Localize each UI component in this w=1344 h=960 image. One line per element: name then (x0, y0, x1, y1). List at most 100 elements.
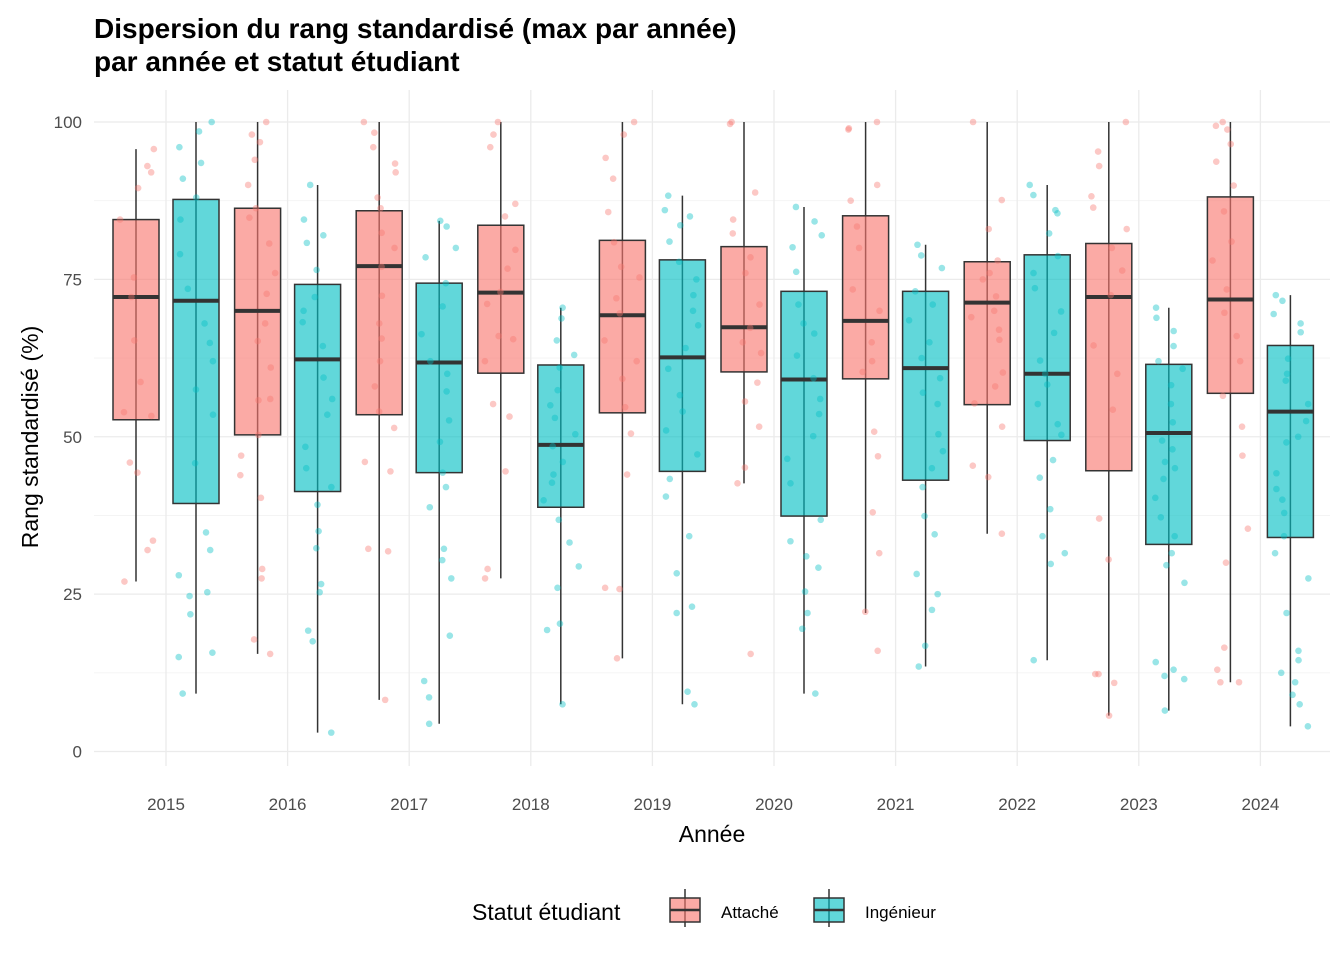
jitter-point (728, 118, 735, 126)
jitter-point (442, 279, 450, 287)
jitter-point (1221, 309, 1228, 317)
jitter-point (1161, 458, 1169, 466)
jitter-point (304, 627, 312, 634)
jitter-point (787, 480, 794, 487)
jitter-point (815, 564, 822, 571)
jitter-point (255, 396, 262, 404)
jitter-point (328, 395, 336, 403)
jitter-point (1230, 182, 1237, 189)
jitter-point (1235, 678, 1243, 686)
jitter-point (266, 650, 274, 658)
jitter-point (931, 531, 938, 538)
jitter-point (426, 503, 434, 511)
y-tick-label: 25 (63, 585, 82, 604)
jitter-point (666, 238, 673, 245)
jitter-point (572, 430, 579, 438)
jitter-point (783, 455, 791, 463)
jitter-point (509, 335, 517, 343)
jitter-point (610, 238, 618, 246)
jitter-point (263, 290, 271, 298)
jitter-point (1283, 439, 1290, 446)
jitter-point (810, 374, 817, 382)
jitter-point (1221, 644, 1228, 651)
jitter-point (995, 326, 1003, 334)
jitter-point (938, 264, 946, 272)
jitter-point (1224, 126, 1231, 133)
jitter-point (1305, 575, 1312, 582)
jitter-point (686, 213, 694, 220)
jitter-point (550, 471, 557, 478)
jitter-point (266, 395, 274, 403)
jitter-point (559, 304, 566, 312)
jitter-point (616, 310, 624, 317)
jitter-point (1095, 515, 1103, 522)
jitter-point (512, 200, 519, 208)
jitter-point (186, 592, 193, 600)
jitter-point (1239, 452, 1246, 459)
jitter-point (757, 349, 765, 357)
jitter-point (1272, 291, 1280, 299)
jitter-point (601, 584, 609, 592)
jitter-point (1090, 342, 1097, 349)
jitter-point (250, 636, 258, 643)
jitter-point (662, 427, 670, 434)
jitter-point (1279, 496, 1286, 504)
jitter-point (1163, 561, 1170, 569)
jitter-point (1105, 712, 1113, 719)
jitter-point (481, 575, 489, 582)
jitter-point (144, 546, 151, 554)
x-tick-label: 2017 (390, 795, 428, 814)
jitter-point (1280, 509, 1288, 517)
jitter-point (1170, 342, 1177, 350)
jitter-point (1297, 320, 1304, 327)
jitter-point (121, 578, 128, 585)
jitter-point (1170, 327, 1177, 335)
jitter-point (682, 344, 689, 352)
jitter-point (422, 254, 429, 261)
jitter-point (1160, 475, 1167, 483)
jitter-point (1219, 392, 1227, 400)
jitter-point (926, 339, 933, 346)
jitter-point (789, 243, 796, 251)
jitter-point (792, 268, 800, 276)
box-iqr (658, 259, 707, 473)
jitter-point (484, 565, 491, 573)
jitter-point (391, 244, 398, 252)
jitter-point (1244, 525, 1252, 532)
jitter-point (868, 339, 876, 346)
jitter-point (1171, 464, 1179, 472)
jitter-point (673, 570, 681, 577)
box-iqr (112, 218, 160, 421)
jitter-point (175, 571, 183, 579)
jitter-point (1030, 656, 1038, 664)
jitter-point (202, 529, 210, 536)
jitter-point (439, 303, 446, 310)
jitter-point (490, 131, 497, 138)
jitter-point (187, 610, 194, 618)
jitter-point (812, 690, 819, 697)
jitter-point (1222, 559, 1230, 566)
jitter-point (690, 291, 697, 299)
jitter-point (739, 339, 747, 346)
jitter-point (540, 497, 547, 504)
jitter-point (787, 537, 794, 545)
jitter-point (377, 204, 384, 212)
jitter-point (1168, 549, 1176, 557)
box-iqr (841, 215, 890, 380)
jitter-point (1270, 310, 1277, 318)
jitter-point (861, 608, 869, 616)
jitter-point (555, 516, 563, 524)
jitter-point (1217, 678, 1224, 686)
jitter-point (328, 483, 335, 491)
jitter-point (985, 225, 992, 233)
jitter-point (1223, 286, 1231, 293)
jitter-point (666, 475, 674, 483)
jitter-point (1212, 122, 1220, 130)
jitter-point (1180, 675, 1188, 683)
jitter-point (1045, 230, 1053, 237)
jitter-point (601, 337, 608, 344)
jitter-point (1052, 206, 1059, 214)
box-iqr (1023, 254, 1071, 442)
legend: Statut étudiant Attaché Ingénieur (472, 889, 936, 927)
jitter-point (1273, 485, 1280, 493)
